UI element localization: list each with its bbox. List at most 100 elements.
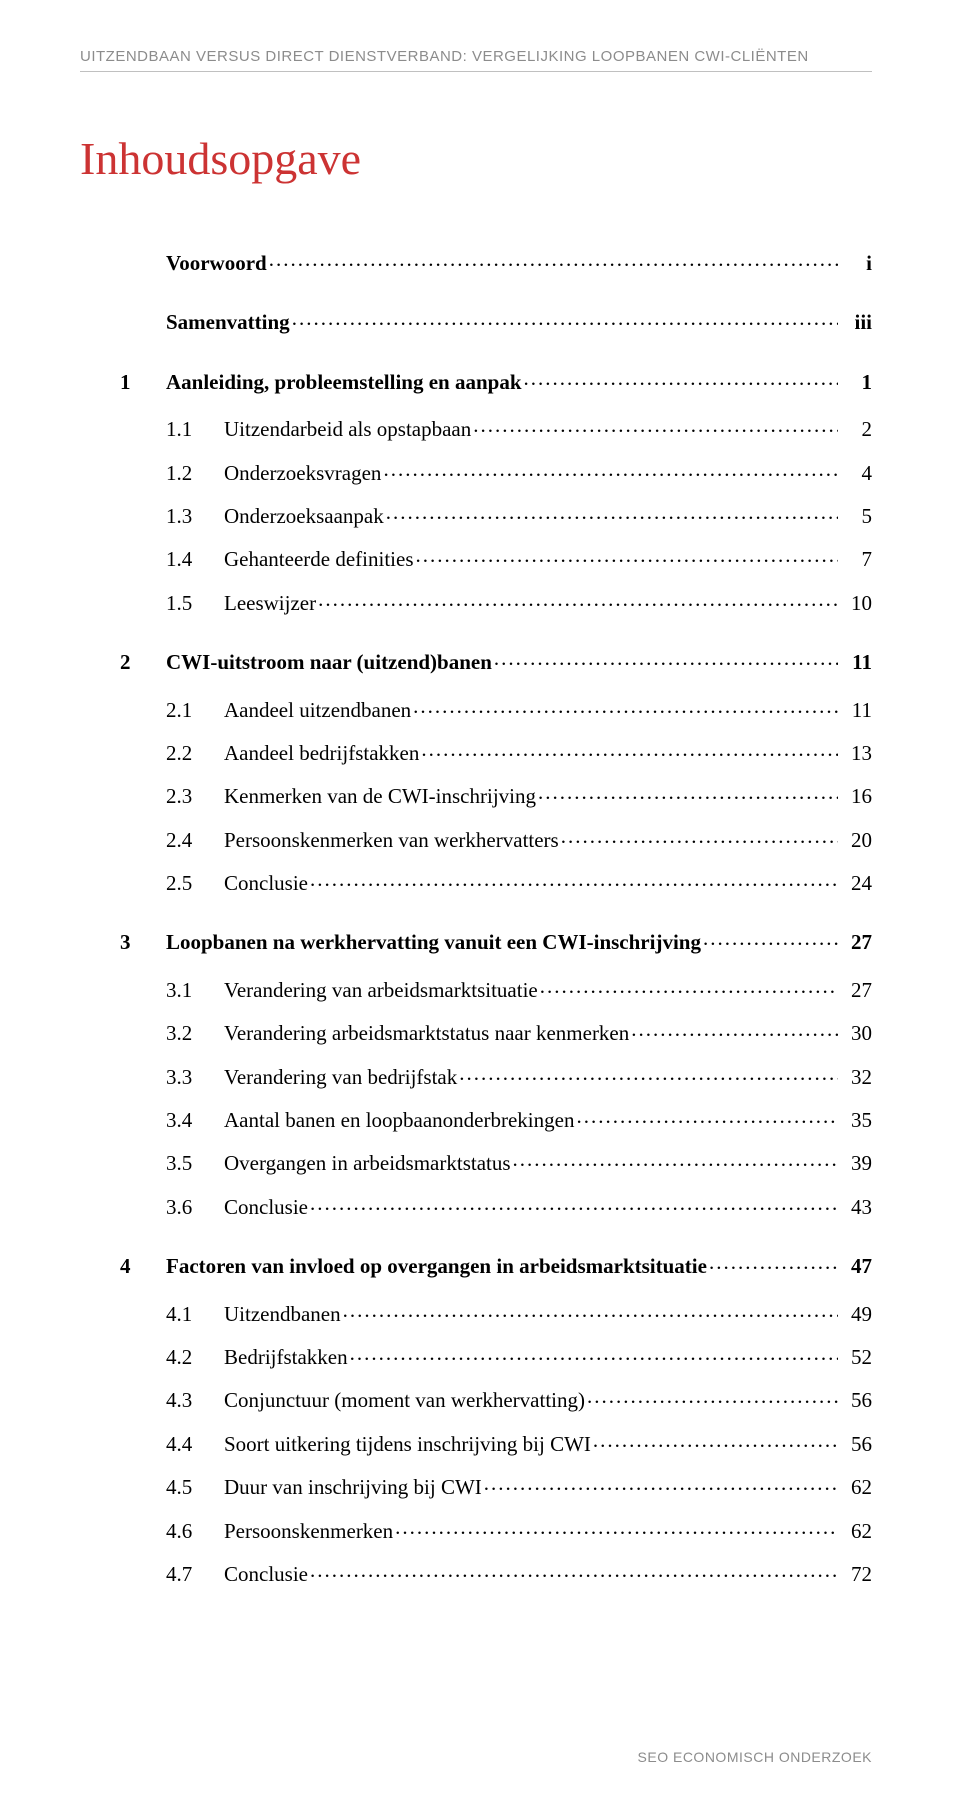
toc-leader-dots: [473, 415, 838, 436]
toc-entry-label: Bedrijfstakken: [224, 1343, 348, 1372]
toc-subentry: 2.1Aandeel uitzendbanen11: [120, 696, 872, 725]
toc-entry-number: 4.5: [166, 1473, 224, 1502]
toc-leader-dots: [631, 1019, 838, 1040]
toc-entry-number: 3.2: [166, 1019, 224, 1048]
toc-entry-label: Gehanteerde definities: [224, 545, 414, 574]
toc-leader-dots: [459, 1063, 838, 1084]
toc-subentry: 1.4Gehanteerde definities7: [120, 545, 872, 574]
toc-subentry: 1.1Uitzendarbeid als opstapbaan2: [120, 415, 872, 444]
toc-subentry: 4.4Soort uitkering tijdens inschrijving …: [120, 1430, 872, 1459]
toc-subentry: 4.3Conjunctuur (moment van werkhervattin…: [120, 1386, 872, 1415]
toc-entry: 1Aanleiding, probleemstelling en aanpak1: [120, 368, 872, 397]
toc-entry-page: 4: [840, 459, 872, 488]
toc-entry-number: 4.2: [166, 1343, 224, 1372]
toc-entry-label: Verandering van arbeidsmarktsituatie: [224, 976, 538, 1005]
toc-entry-page: 72: [840, 1560, 872, 1589]
toc-entry-page: 27: [840, 928, 872, 957]
toc-entry-label: Kenmerken van de CWI-inschrijving: [224, 782, 536, 811]
toc-entry-number: 1.3: [166, 502, 224, 531]
toc-entry-number: 1.1: [166, 415, 224, 444]
toc-entry-label: Aanleiding, probleemstelling en aanpak: [166, 368, 522, 397]
page-title: Inhoudsopgave: [80, 132, 872, 185]
toc-entry-label: Aantal banen en loopbaanonderbrekingen: [224, 1106, 574, 1135]
toc-subentry: 3.2Verandering arbeidsmarktstatus naar k…: [120, 1019, 872, 1048]
toc-entry-label: Loopbanen na werkhervatting vanuit een C…: [166, 928, 701, 957]
toc-subentry: 4.1Uitzendbanen 49: [120, 1300, 872, 1329]
toc-entry-label: CWI-uitstroom naar (uitzend)banen: [166, 648, 492, 677]
toc-leader-dots: [513, 1149, 838, 1170]
toc-leader-dots: [538, 782, 838, 803]
toc-entry-page: 56: [840, 1430, 872, 1459]
toc-entry-page: 27: [840, 976, 872, 1005]
toc-entry-number: 2.5: [166, 869, 224, 898]
toc-subentry: 1.5Leeswijzer10: [120, 589, 872, 618]
toc-leader-dots: [343, 1300, 838, 1321]
toc-entry-label: Verandering van bedrijfstak: [224, 1063, 457, 1092]
toc-leader-dots: [383, 459, 838, 480]
toc-leader-dots: [292, 308, 838, 329]
toc-entry-label: Uitzendbanen: [224, 1300, 341, 1329]
toc-entry-page: 20: [840, 826, 872, 855]
toc-subentry: 3.1Verandering van arbeidsmarktsituatie 2…: [120, 976, 872, 1005]
toc-entry-number: 3: [120, 928, 166, 957]
toc-leader-dots: [576, 1106, 838, 1127]
toc-entry-label: Verandering arbeidsmarktstatus naar kenm…: [224, 1019, 629, 1048]
toc-leader-dots: [395, 1517, 838, 1538]
toc-entry-number: 4: [120, 1252, 166, 1281]
toc-leader-dots: [386, 502, 838, 523]
toc-entry-page: 13: [840, 739, 872, 768]
toc-entry: 2CWI-uitstroom naar (uitzend)banen11: [120, 648, 872, 677]
toc-leader-dots: [540, 976, 838, 997]
toc-entry-page: 35: [840, 1106, 872, 1135]
toc-entry-label: Soort uitkering tijdens inschrijving bij…: [224, 1430, 591, 1459]
toc-entry-number: 4.6: [166, 1517, 224, 1546]
toc-entry: Voorwoordi: [120, 249, 872, 278]
toc-entry-number: 1.5: [166, 589, 224, 618]
toc-entry-label: Conclusie: [224, 1560, 308, 1589]
toc-entry-number: 3.1: [166, 976, 224, 1005]
toc-leader-dots: [561, 826, 838, 847]
toc-entry-page: 1: [840, 368, 872, 397]
toc-entry-page: 49: [840, 1300, 872, 1329]
toc-entry-number: 4.4: [166, 1430, 224, 1459]
toc-entry-page: 56: [840, 1386, 872, 1415]
toc-entry-number: 2.1: [166, 696, 224, 725]
toc-entry-number: 4.1: [166, 1300, 224, 1329]
toc-entry-label: Onderzoeksvragen: [224, 459, 381, 488]
toc-entry-page: 32: [840, 1063, 872, 1092]
toc-entry-page: 62: [840, 1517, 872, 1546]
toc-entry: 3Loopbanen na werkhervatting vanuit een …: [120, 928, 872, 957]
document-page: UITZENDBAAN VERSUS DIRECT DIENSTVERBAND:…: [0, 0, 960, 1805]
toc-subentry: 1.2Onderzoeksvragen 4: [120, 459, 872, 488]
toc-entry-page: 16: [840, 782, 872, 811]
toc-leader-dots: [269, 249, 838, 270]
toc-leader-dots: [587, 1386, 838, 1407]
toc-entry-label: Aandeel uitzendbanen: [224, 696, 411, 725]
toc-entry-label: Factoren van invloed op overgangen in ar…: [166, 1252, 707, 1281]
toc-entry-label: Duur van inschrijving bij CWI: [224, 1473, 482, 1502]
toc-subentry: 4.5Duur van inschrijving bij CWI 62: [120, 1473, 872, 1502]
toc-entry: 4Factoren van invloed op overgangen in a…: [120, 1252, 872, 1281]
toc-entry-page: 47: [840, 1252, 872, 1281]
toc-subentry: 2.2Aandeel bedrijfstakken13: [120, 739, 872, 768]
toc-entry-number: 4.3: [166, 1386, 224, 1415]
toc-leader-dots: [709, 1252, 838, 1273]
toc-leader-dots: [703, 928, 838, 949]
toc-entry-label: Onderzoeksaanpak: [224, 502, 384, 531]
toc-entry-page: 62: [840, 1473, 872, 1502]
toc-entry-page: 30: [840, 1019, 872, 1048]
toc-subentry: 3.6Conclusie43: [120, 1193, 872, 1222]
page-header: UITZENDBAAN VERSUS DIRECT DIENSTVERBAND:…: [80, 48, 872, 72]
toc-leader-dots: [318, 589, 838, 610]
toc-entry-page: i: [840, 249, 872, 278]
toc-subentry: 4.6Persoonskenmerken 62: [120, 1517, 872, 1546]
toc-entry-label: Overgangen in arbeidsmarktstatus: [224, 1149, 511, 1178]
toc-entry-page: iii: [840, 308, 872, 337]
toc-entry-number: 4.7: [166, 1560, 224, 1589]
toc-subentry: 2.3Kenmerken van de CWI-inschrijving16: [120, 782, 872, 811]
toc-entry-page: 10: [840, 589, 872, 618]
toc-entry-label: Persoonskenmerken: [224, 1517, 393, 1546]
toc-entry-number: 1.2: [166, 459, 224, 488]
toc-entry-page: 5: [840, 502, 872, 531]
toc-entry-label: Conclusie: [224, 869, 308, 898]
